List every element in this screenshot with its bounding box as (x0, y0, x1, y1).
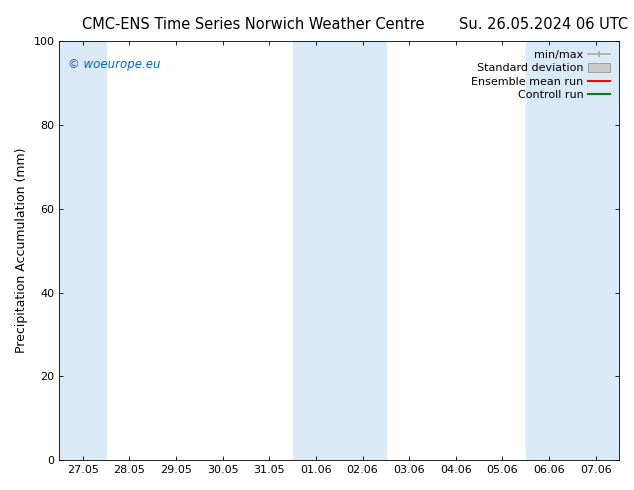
Text: © woeurope.eu: © woeurope.eu (68, 58, 160, 71)
Bar (292, 41, 386, 460)
Bar (60, 41, 106, 460)
Legend: min/max, Standard deviation, Ensemble mean run, Controll run: min/max, Standard deviation, Ensemble me… (468, 47, 614, 104)
Text: Su. 26.05.2024 06 UTC: Su. 26.05.2024 06 UTC (458, 17, 628, 32)
Y-axis label: Precipitation Accumulation (mm): Precipitation Accumulation (mm) (15, 148, 28, 353)
Text: CMC-ENS Time Series Norwich Weather Centre: CMC-ENS Time Series Norwich Weather Cent… (82, 17, 425, 32)
Bar (526, 41, 619, 460)
